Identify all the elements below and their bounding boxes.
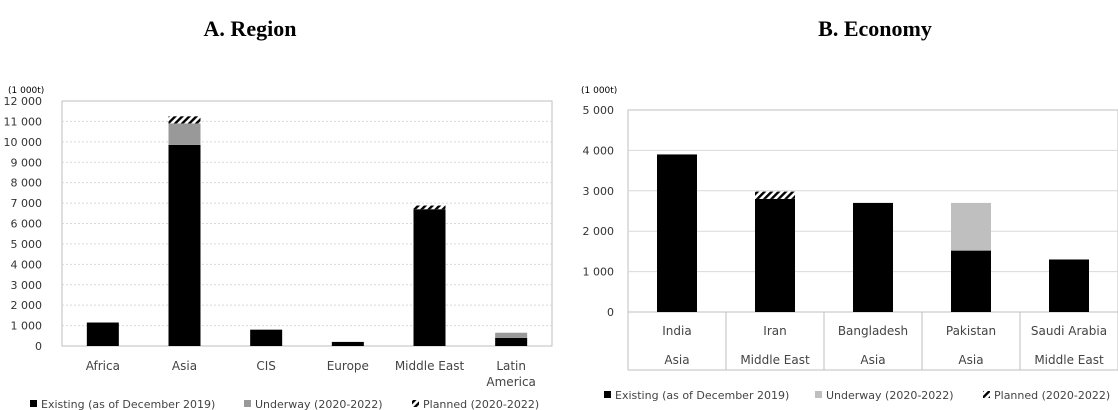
bar-segment [755, 191, 795, 199]
y-tick-label: 10 000 [4, 136, 43, 149]
chart-b-unit-label: (1 000t) [581, 86, 617, 96]
x-subcategory-label: Middle East [740, 353, 810, 367]
legend-label: Underway (2020-2022) [255, 398, 383, 410]
y-tick-label: 5 000 [11, 238, 43, 251]
chart-a-title: A. Region [204, 16, 297, 41]
bar-segment [86, 322, 119, 346]
y-tick-label: 7 000 [11, 197, 43, 210]
x-category-label: India [662, 324, 691, 338]
y-tick-label: 1 000 [583, 266, 615, 279]
y-tick-label: 8 000 [11, 177, 43, 190]
y-tick-label: 6 000 [11, 218, 43, 231]
x-category-label: CIS [256, 359, 276, 373]
chart-b-title: B. Economy [818, 16, 932, 41]
x-subcategory-label: Asia [664, 353, 689, 367]
y-tick-label: 2 000 [583, 225, 615, 238]
legend-swatch [30, 400, 37, 407]
bar-segment [168, 123, 201, 145]
bar-segment [250, 329, 283, 346]
bar-segment [168, 116, 201, 124]
x-category-label: Pakistan [946, 324, 996, 338]
y-tick-label: 4 000 [11, 258, 43, 271]
x-subcategory-label: Asia [860, 353, 885, 367]
legend-label: Planned (2020-2022) [423, 398, 539, 410]
legend-label: Existing (as of December 2019) [41, 398, 215, 410]
legend-swatch [412, 400, 419, 407]
y-tick-label: 0 [607, 306, 614, 319]
chart-a-unit-label: (1 000t) [8, 86, 44, 96]
bar-segment [495, 337, 528, 346]
chart-a: 0 1 000 2 000 3 000 4 000 5 000 6 000 7 000 8 00… [4, 95, 553, 410]
legend-swatch [815, 391, 822, 398]
bar-segment [951, 250, 991, 312]
chart-b: 0 1 000 2 000 3 000 4 000 5 000 India Iran Bangl… [583, 104, 1118, 402]
x-category-label: Europe [327, 359, 369, 373]
x-category-label: Saudi Arabia [1031, 324, 1107, 338]
y-tick-label: 11 000 [4, 115, 43, 128]
x-category-label: Middle East [395, 359, 465, 373]
legend-swatch [983, 391, 990, 398]
bar-segment [755, 198, 795, 312]
y-tick-label: 4 000 [583, 144, 615, 157]
x-category-label: Iran [763, 324, 786, 338]
bar-segment [495, 332, 528, 338]
legend-swatch [244, 400, 251, 407]
bar-segment [413, 205, 446, 210]
bar-segment [951, 202, 991, 251]
y-tick-label: 3 000 [11, 279, 43, 292]
x-subcategory-label: Asia [958, 353, 983, 367]
bar-segment [657, 154, 697, 312]
legend-swatch [604, 391, 611, 398]
y-tick-label: 0 [35, 340, 42, 353]
bar-segment [1049, 259, 1089, 312]
bar-segment [168, 144, 201, 346]
x-category-label: Africa [86, 359, 120, 373]
bar-segment [853, 202, 893, 312]
x-category-label: Asia [172, 359, 197, 373]
x-category-label: Bangladesh [838, 324, 908, 338]
x-subcategory-label: Middle East [1034, 353, 1104, 367]
legend-label: Underway (2020-2022) [826, 389, 954, 402]
legend-label: Planned (2020-2022) [994, 389, 1110, 402]
y-tick-label: 3 000 [583, 185, 615, 198]
legend-label: Existing (as of December 2019) [615, 389, 789, 402]
bar-segment [413, 209, 446, 346]
x-category-label: Latin America [486, 359, 536, 389]
y-tick-label: 12 000 [4, 95, 43, 108]
y-tick-label: 2 000 [11, 299, 43, 312]
y-tick-label: 1 000 [11, 320, 43, 333]
bar-segment [331, 341, 364, 346]
y-tick-label: 9 000 [11, 156, 43, 169]
y-tick-label: 5 000 [583, 104, 615, 117]
